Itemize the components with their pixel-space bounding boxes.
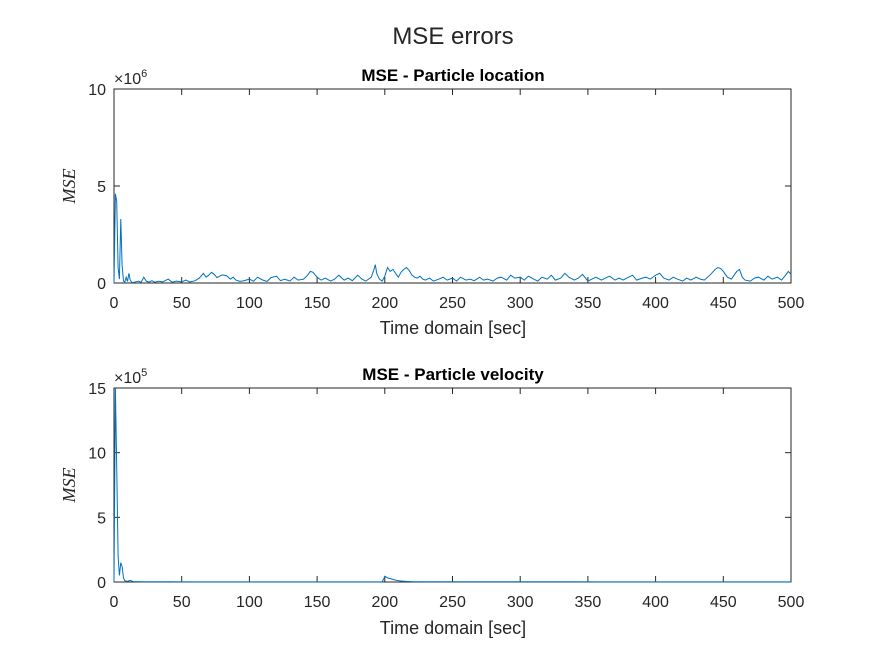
subplot-velocity-exponent-power: 5 (141, 367, 147, 379)
subplot-location-xtick-label: 150 (304, 295, 331, 312)
subplot-location-ytick-label: 5 (97, 179, 106, 196)
subplot-location-ytick-label: 0 (97, 276, 106, 293)
subplot-velocity-ticks: 0 50 100 150 200 250 300 350 400 450 500 0 5 10 15 (88, 381, 804, 611)
subplot-location-xlabel: Time domain [sec] (380, 318, 526, 338)
subplot-velocity-xlabel: Time domain [sec] (380, 618, 526, 638)
subplot-velocity-exponent: ×105 (114, 367, 147, 387)
subplot-location-xtick-label: 450 (710, 295, 737, 312)
subplot-velocity-ytick-label: 0 (97, 575, 106, 592)
subplot-location-xtick-label: 100 (236, 295, 263, 312)
subplot-location-exponent-base: ×10 (114, 71, 141, 88)
subplot-velocity-xtick-label: 200 (371, 594, 398, 611)
subplot-velocity-title: MSE - Particle velocity (362, 365, 544, 384)
subplot-location-series-line (113, 193, 792, 284)
subplot-location-exponent-power: 6 (141, 68, 147, 80)
subplot-location-xtick-label: 500 (778, 295, 805, 312)
subplot-location-axes-box (113, 88, 792, 284)
subplot-location-ticks: 0 50 100 150 200 250 300 350 400 450 500 0 5 10 (88, 82, 804, 312)
subplot-velocity-xtick-label: 100 (236, 594, 263, 611)
subplot-velocity-xtick-label: 400 (642, 594, 669, 611)
subplot-location-xtick-label: 200 (371, 295, 398, 312)
subplot-velocity-ytick-label: 10 (88, 446, 106, 463)
subplot-velocity-xtick-label: 450 (710, 594, 737, 611)
subplot-velocity-xtick-label: 500 (778, 594, 805, 611)
subplot-velocity-series-line (113, 387, 791, 583)
subplot-velocity-xtick-label: 50 (173, 594, 191, 611)
subplot-velocity-ytick-label: 5 (97, 510, 106, 527)
subplot-velocity-xtick-label: 0 (110, 594, 119, 611)
figure-title: MSE errors (392, 23, 513, 50)
subplot-velocity-ylabel: MSE (59, 468, 79, 504)
subplot-velocity: MSE - Particle velocity 0 50 100 150 200 250 3… (59, 365, 804, 638)
subplot-velocity-xtick-label: 350 (575, 594, 602, 611)
subplot-location-xtick-label: 0 (110, 295, 119, 312)
subplot-location-xtick-label: 50 (173, 295, 191, 312)
subplot-location-xtick-label: 400 (642, 295, 669, 312)
subplot-velocity-xtick-label: 300 (507, 594, 534, 611)
subplot-location-xtick-label: 250 (439, 295, 466, 312)
subplot-velocity-ytick-label: 15 (88, 381, 106, 398)
subplot-location-ytick-label: 10 (88, 82, 106, 99)
subplot-location-exponent: ×106 (114, 68, 147, 88)
subplot-velocity-axes-box (113, 387, 792, 583)
subplot-location-title: MSE - Particle location (361, 66, 544, 85)
subplot-location-xtick-label: 300 (507, 295, 534, 312)
subplot-velocity-exponent-base: ×10 (114, 370, 141, 387)
subplot-velocity-xtick-label: 250 (439, 594, 466, 611)
subplot-location-ylabel: MSE (59, 169, 79, 205)
subplot-location: MSE - Particle location 0 50 100 150 200 250 3… (59, 66, 804, 338)
subplot-location-xtick-label: 350 (575, 295, 602, 312)
subplot-velocity-xtick-label: 150 (304, 594, 331, 611)
